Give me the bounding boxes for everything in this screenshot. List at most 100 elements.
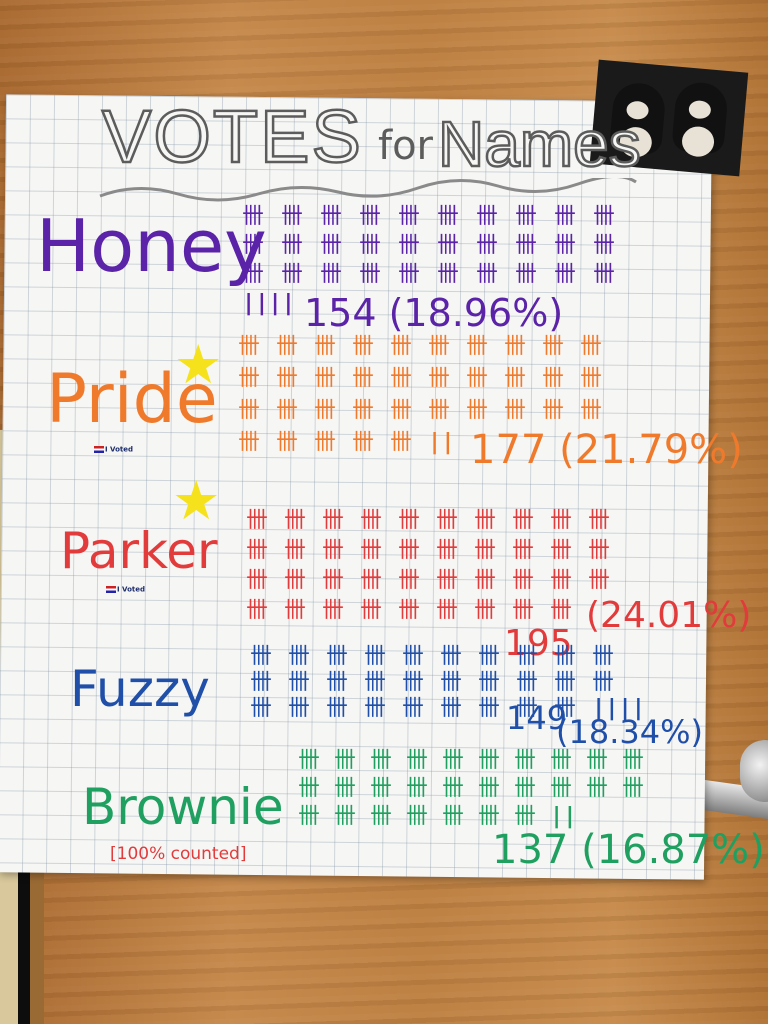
tally-group: 卌 (390, 366, 413, 391)
tally-group: 卌 (436, 568, 459, 593)
tally-group: 卌 (360, 508, 383, 533)
tally-group: 卌 (314, 430, 337, 455)
tally-group: 卌 (478, 670, 501, 695)
tally-group: 卌 (352, 430, 375, 455)
tally-group: 卌 (281, 204, 304, 229)
tally-group: 卌 (428, 398, 451, 423)
candidate-name-fuzzy: Fuzzy (70, 660, 210, 718)
tally-group: 卌 (622, 776, 645, 801)
tally-group: 卌 (298, 748, 321, 773)
tally-group: 卌 (359, 233, 382, 258)
tally-group: 卌 (364, 644, 387, 669)
tally-group: 卌 (542, 398, 565, 423)
tally-group: 卌 (542, 366, 565, 391)
tally-group: 卌 (398, 262, 421, 287)
tally-group: 卌 (516, 696, 539, 721)
tally-group: 卌 (554, 696, 577, 721)
tally-group: 卌 (478, 776, 501, 801)
tally-group: 卌 (512, 598, 535, 623)
tally-group: 卌 (476, 233, 499, 258)
tally-group: 卌 (550, 748, 573, 773)
tally-group: 卌 (436, 598, 459, 623)
tally-group: 卌 (288, 696, 311, 721)
tally-group: 卌 (436, 508, 459, 533)
bear-right (671, 80, 730, 158)
tally-group: 卌 (322, 598, 345, 623)
tally-group: 卌 (550, 568, 573, 593)
tally-group: 卌 (476, 262, 499, 287)
tally-group: 卌 (276, 398, 299, 423)
tally-group: 卌 (504, 366, 527, 391)
tally-group: 卌 (238, 398, 261, 423)
tally-group: 卌 (322, 568, 345, 593)
tally-group: 卌 (314, 334, 337, 359)
tally-group: 卌 (466, 398, 489, 423)
tally-remainder: |||| (242, 291, 295, 316)
tally-group: 卌 (352, 366, 375, 391)
tally-group: 卌 (284, 538, 307, 563)
tally-group: 卌 (352, 334, 375, 359)
tally-group: 卌 (586, 748, 609, 773)
poster-title-for: for (378, 123, 433, 169)
tally-group: 卌 (588, 538, 611, 563)
i-voted-sticker: I Voted (94, 446, 133, 454)
tally-group: 卌 (550, 598, 573, 623)
tally-group: 卌 (402, 644, 425, 669)
tally-group: 卌 (298, 776, 321, 801)
tally-group: 卌 (588, 568, 611, 593)
tally-group: 卌 (360, 568, 383, 593)
tally-group: 卌 (580, 398, 603, 423)
result-pride: 177 (21.79%) (470, 427, 743, 473)
tally-group: 卌 (326, 670, 349, 695)
tally-group: 卌 (466, 366, 489, 391)
tally-group: 卌 (588, 508, 611, 533)
tally-group: 卌 (334, 776, 357, 801)
tally-group: 卌 (334, 748, 357, 773)
tally-group: 卌 (554, 644, 577, 669)
tally-group: 卌 (474, 508, 497, 533)
tally-group: 卌 (398, 598, 421, 623)
tally-group: 卌 (322, 538, 345, 563)
tally-group: 卌 (402, 696, 425, 721)
tally-group: 卌 (246, 538, 269, 563)
tally-group: 卌 (281, 233, 304, 258)
tally-group: 卌 (360, 598, 383, 623)
tally-group: 卌 (476, 204, 499, 229)
tally-group: 卌 (437, 233, 460, 258)
tally-group: 卌 (478, 644, 501, 669)
tally-group: 卌 (398, 233, 421, 258)
tally-group: 卌 (592, 644, 615, 669)
tally-group: 卌 (281, 262, 304, 287)
tally-group: 卌 (284, 598, 307, 623)
poster-title-names: Names (437, 108, 642, 180)
tally-group: 卌 (398, 538, 421, 563)
result-fuzzy-count: 149 (506, 699, 568, 737)
tally-group: 卌 (474, 598, 497, 623)
tally-group: 卌 (440, 670, 463, 695)
candidate-name-pride: Pride (46, 360, 218, 439)
tally-group: 卌 (370, 804, 393, 829)
tally-group: 卌 (474, 568, 497, 593)
tally-group: 卌 (242, 262, 265, 287)
door-handle-rose (740, 740, 768, 802)
tally-group: 卌 (515, 204, 538, 229)
tally-group: 卌 (515, 233, 538, 258)
tally-group: 卌 (288, 670, 311, 695)
tally-group: 卌 (402, 670, 425, 695)
candidate-name-brownie: Brownie (82, 778, 284, 836)
tally-group: 卌 (238, 334, 261, 359)
tally-group: 卌 (360, 538, 383, 563)
tally-group: 卌 (250, 644, 273, 669)
tally-group: 卌 (320, 204, 343, 229)
tally-group: 卌 (515, 262, 538, 287)
i-voted-sticker: I Voted (106, 586, 145, 594)
tally-group: 卌 (437, 262, 460, 287)
tally-group: 卌 (554, 262, 577, 287)
tally-group: 卌 (322, 508, 345, 533)
tally-group: 卌 (580, 334, 603, 359)
tally-group: 卌 (428, 334, 451, 359)
tally-group: 卌 (478, 696, 501, 721)
flag-icon (94, 446, 104, 453)
tally-group: 卌 (593, 262, 616, 287)
tally-group: 卌 (440, 696, 463, 721)
